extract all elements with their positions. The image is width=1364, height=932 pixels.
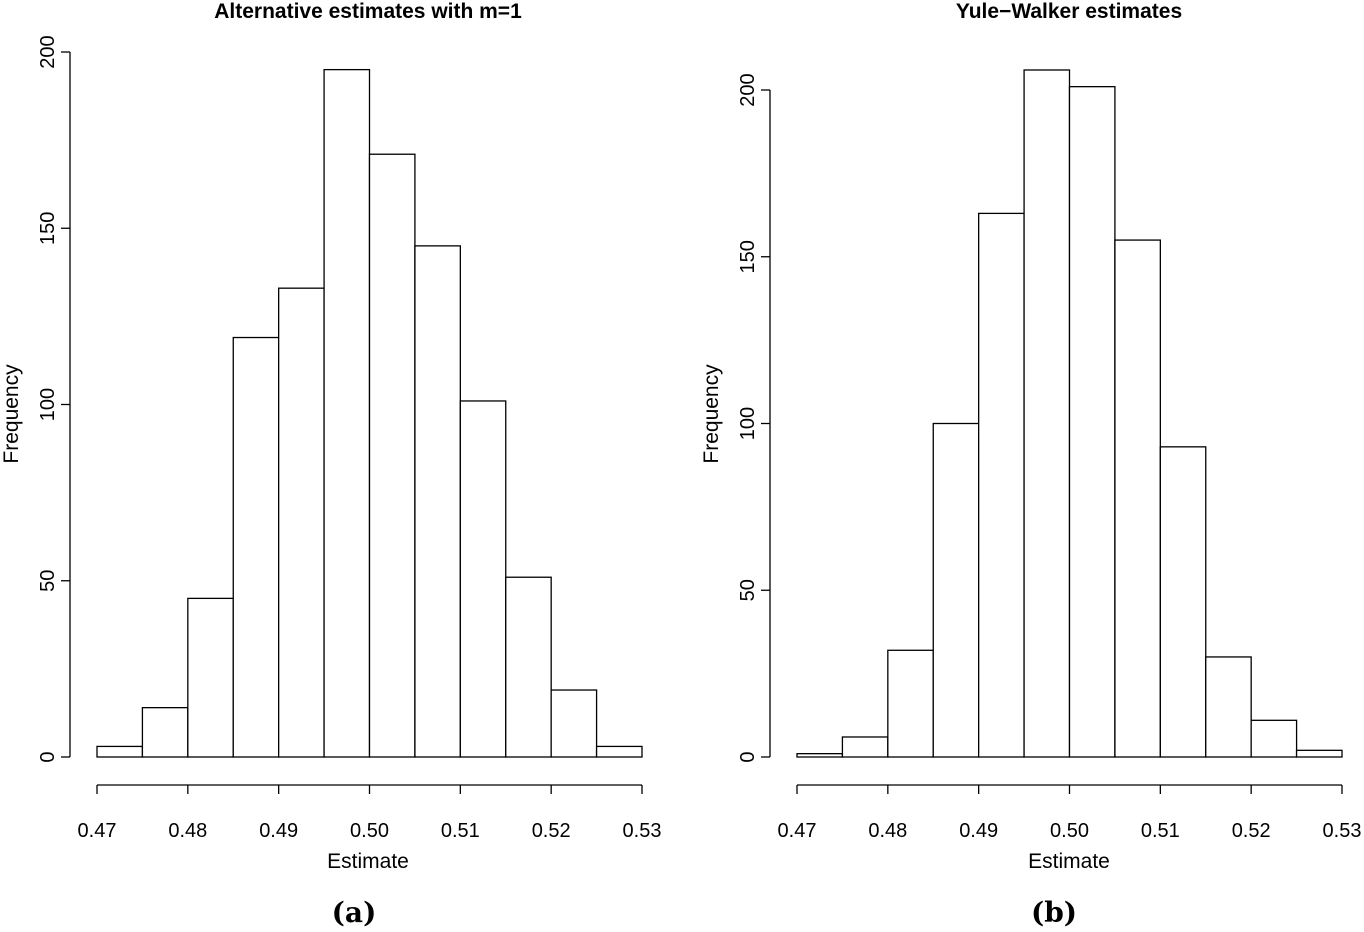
y-axis-label: Frequency: [700, 364, 723, 464]
x-tick-label: 0.50: [350, 820, 389, 842]
histogram-bar: [595, 745, 643, 758]
y-tick-label: 0: [37, 751, 59, 762]
panel-caption: (b): [1031, 896, 1077, 929]
y-tick-label: 100: [737, 407, 759, 440]
x-axis-label: Estimate: [1028, 850, 1110, 873]
chart-title: Yule−Walker estimates: [956, 0, 1182, 23]
histogram-bar: [1159, 446, 1207, 758]
y-tick-label: 200: [737, 73, 759, 106]
x-tick-label: 0.53: [623, 820, 662, 842]
x-tick-label: 0.53: [1323, 820, 1362, 842]
x-tick-label: 0.51: [1141, 820, 1180, 842]
histogram-bar: [368, 153, 416, 758]
histogram-bar: [505, 576, 552, 758]
histogram-bar: [323, 68, 371, 758]
histogram-bar: [1068, 86, 1116, 758]
histogram-bar: [1205, 656, 1252, 758]
panel-caption: (a): [332, 896, 377, 929]
y-tick-label: 50: [37, 570, 59, 592]
x-tick-label: 0.47: [78, 820, 117, 842]
y-tick-label: 50: [737, 579, 759, 601]
histogram-bar: [841, 736, 889, 758]
panel-a-alternative-estimates: Alternative estimates with m=1 Estimate …: [0, 0, 661, 929]
x-tick-label: 0.52: [532, 820, 571, 842]
histogram-bar: [932, 422, 980, 758]
histogram-bar: [187, 597, 234, 758]
y-tick-label: 100: [37, 388, 59, 421]
chart-title: Alternative estimates with m=1: [214, 0, 522, 23]
x-tick-label: 0.47: [778, 820, 817, 842]
y-axis-label: Frequency: [0, 364, 23, 464]
histogram-bar: [1295, 749, 1343, 758]
y-tick-label: 0: [737, 751, 759, 762]
x-tick-label: 0.51: [441, 820, 480, 842]
x-tick-label: 0.49: [259, 820, 298, 842]
y-tick-label: 150: [37, 212, 59, 245]
histogram-bar: [1114, 239, 1161, 758]
y-tick-label: 200: [37, 35, 59, 68]
histogram-bar: [796, 753, 844, 758]
histogram-bar: [1250, 719, 1298, 758]
y-tick-label: 150: [737, 240, 759, 273]
histogram-bar: [141, 707, 189, 758]
histogram-bar: [978, 212, 1025, 758]
histogram-bar: [1023, 69, 1071, 758]
x-tick-label: 0.48: [168, 820, 207, 842]
histogram-bar: [96, 745, 144, 758]
histogram-bar: [414, 245, 461, 758]
histogram-bar: [550, 689, 598, 758]
x-tick-label: 0.48: [868, 820, 907, 842]
x-tick-label: 0.50: [1050, 820, 1089, 842]
histogram-bar: [459, 400, 507, 758]
histogram-bar: [232, 336, 280, 758]
x-tick-label: 0.49: [959, 820, 998, 842]
histogram-bar: [887, 649, 934, 758]
panel-b-yule-walker-estimates: Yule−Walker estimates Estimate Frequency…: [700, 0, 1361, 929]
x-axis-label: Estimate: [327, 850, 409, 873]
histogram-bar: [278, 287, 325, 758]
x-tick-label: 0.52: [1232, 820, 1271, 842]
